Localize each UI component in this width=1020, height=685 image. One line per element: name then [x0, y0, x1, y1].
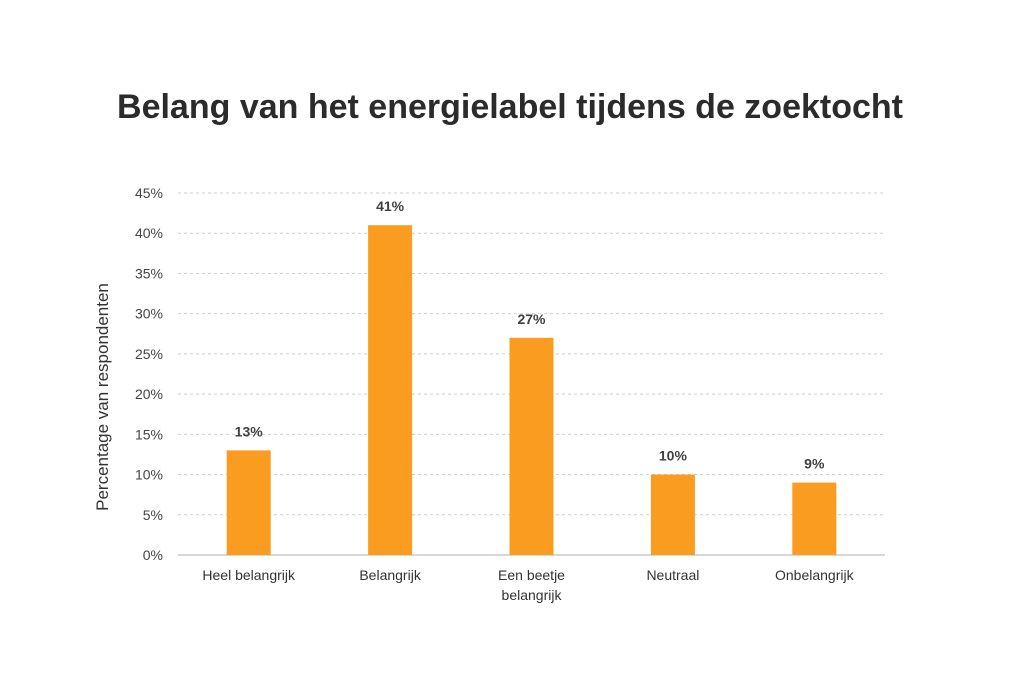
x-tick-label: Belangrijk	[359, 567, 421, 583]
y-tick-label: 35%	[135, 265, 163, 281]
y-tick-label: 45%	[135, 185, 163, 201]
data-label: 9%	[804, 456, 825, 472]
y-tick-label: 20%	[135, 386, 163, 402]
x-tick-label: Een beetje	[498, 567, 565, 583]
x-tick-label: belangrijk	[502, 587, 563, 603]
y-tick-label: 25%	[135, 346, 163, 362]
x-tick-label: Heel belangrijk	[202, 567, 296, 583]
data-labels: 13% 41% 27% 10% 9%	[235, 198, 825, 471]
bar	[368, 225, 413, 555]
y-tick-label: 30%	[135, 306, 163, 322]
y-tick-label: 5%	[143, 507, 163, 523]
data-label: 13%	[235, 423, 264, 439]
y-axis-label: Percentage van respondenten	[93, 283, 112, 511]
bar	[650, 474, 695, 555]
gridlines	[178, 192, 885, 556]
y-tick-label: 10%	[135, 467, 163, 483]
y-tick-label: 15%	[135, 426, 163, 442]
x-axis-ticks: Heel belangrijk Belangrijk Een beetje belan…	[202, 567, 854, 603]
y-tick-label: 0%	[143, 547, 163, 563]
bar	[509, 337, 554, 555]
bars	[226, 225, 837, 555]
chart-title: Belang van het energielabel tijdens de z…	[117, 88, 903, 126]
x-tick-label: Onbelangrijk	[775, 567, 855, 583]
x-tick-label: Neutraal	[646, 567, 699, 583]
data-label: 41%	[376, 198, 405, 214]
data-label: 10%	[659, 448, 688, 464]
bar	[226, 450, 271, 555]
y-axis-ticks: 0% 5% 10% 15% 20% 25% 30% 35% 40% 45%	[135, 185, 163, 563]
data-label: 27%	[517, 311, 546, 327]
y-tick-label: 40%	[135, 225, 163, 241]
bar	[792, 482, 837, 555]
